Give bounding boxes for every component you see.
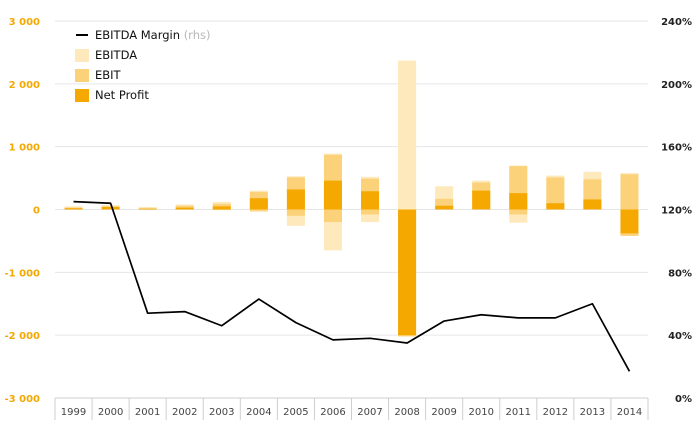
x-tick-label: 2012: [543, 407, 568, 418]
bar-ebit-negative: [249, 209, 268, 211]
axis-layer: -3 000 -2 000 -1 000 0 1 000 2 000 3 000 0% 40% 8…: [5, 17, 692, 418]
x-tick-label: 2004: [246, 407, 271, 418]
series-line-ebitda-margin: [73, 200, 631, 372]
y-right-tick-label: 40%: [668, 331, 692, 342]
legend-label: EBITDA Margin (rhs): [95, 28, 210, 42]
y-left-tick-label: -1 000: [5, 268, 41, 279]
legend: EBITDA Margin (rhs) EBITDA EBIT Net Profi…: [75, 28, 210, 102]
x-tick-label: 2008: [394, 407, 419, 418]
bar-ebit-negative: [286, 209, 305, 216]
bar-net-profit: [175, 207, 194, 210]
bar-ebit: [546, 177, 565, 210]
y-right-tick-label: 120%: [661, 206, 692, 217]
bar-net-profit: [583, 199, 602, 210]
y-right-tick-label: 160%: [661, 143, 692, 154]
legend-swatch: [75, 69, 89, 82]
x-tick-label: 2006: [320, 407, 345, 418]
y-left-tick-label: 2 000: [9, 80, 40, 91]
bar-net-profit: [212, 206, 231, 210]
legend-label: EBITDA: [95, 48, 137, 62]
x-tick-label: 2003: [209, 407, 234, 418]
y-right-tick-label: 240%: [661, 17, 692, 28]
bar-net-profit: [323, 180, 342, 210]
x-tick-label: 2011: [506, 407, 531, 418]
y-left-tick-label: -3 000: [5, 394, 41, 405]
x-tick-label: 2002: [172, 407, 197, 418]
x-tick-label: 2010: [468, 407, 493, 418]
bar-net-profit: [361, 191, 380, 210]
y-left-tick-label: 3 000: [9, 17, 40, 28]
x-tick-label: 2014: [617, 407, 642, 418]
grid-layer: [54, 20, 649, 420]
x-tick-label: 2000: [98, 407, 123, 418]
legend-swatch: [75, 89, 89, 102]
bar-ebit-negative: [323, 209, 342, 223]
bar-net-profit: [101, 206, 120, 210]
legend-label: EBIT: [95, 68, 122, 82]
x-tick-label: 2013: [580, 407, 605, 418]
bar-net-profit: [286, 189, 305, 210]
bar-net-profit: [472, 190, 491, 210]
bar-net-profit: [509, 193, 528, 210]
bar-net-profit: [398, 209, 417, 336]
y-left-tick-label: -2 000: [5, 331, 41, 342]
x-tick-label: 2005: [283, 407, 308, 418]
line-layer: [73, 200, 631, 372]
bar-ebit-negative: [361, 209, 380, 215]
bar-ebit-negative: [509, 209, 528, 215]
bar-net-profit: [620, 209, 639, 234]
bar-net-profit: [546, 203, 565, 210]
bar-ebitda: [398, 60, 417, 210]
legend-label: Net Profit: [95, 88, 149, 102]
y-right-tick-label: 80%: [668, 268, 692, 279]
x-tick-label: 2009: [431, 407, 456, 418]
x-tick-label: 1999: [61, 407, 86, 418]
legend-swatch: [75, 49, 89, 62]
bar-net-profit: [435, 205, 454, 210]
y-left-tick-label: 1 000: [9, 143, 40, 154]
bar-ebit: [175, 205, 194, 210]
y-right-tick-label: 0%: [675, 394, 692, 405]
bars-layer: [64, 60, 639, 337]
y-right-tick-label: 200%: [661, 80, 692, 91]
bar-net-profit: [64, 208, 83, 210]
legend-label-suffix: (rhs): [184, 28, 211, 42]
bar-ebit: [620, 174, 639, 210]
x-tick-label: 2007: [357, 407, 382, 418]
bar-ebit: [435, 198, 454, 210]
bar-ebit: [138, 207, 157, 210]
bar-net-profit: [138, 208, 157, 210]
x-tick-label: 2001: [135, 407, 160, 418]
y-left-tick-label: 0: [33, 206, 40, 217]
bar-net-profit: [249, 198, 268, 210]
